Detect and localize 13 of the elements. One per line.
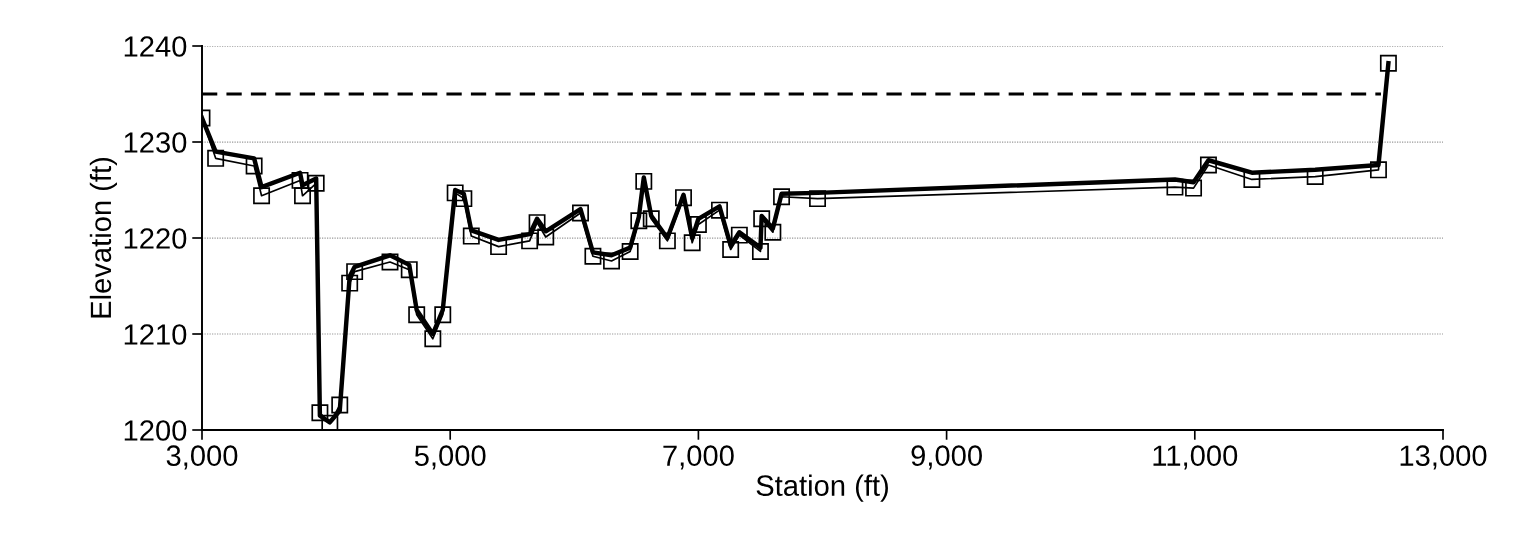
y-tick-label: 1210	[124, 324, 187, 345]
x-tick-label: 13,000	[1400, 445, 1487, 470]
x-axis-title: Station (ft)	[756, 474, 888, 502]
x-tick-label: 3,000	[166, 445, 238, 470]
x-tick-label: 5,000	[414, 445, 486, 470]
y-tick-label: 1200	[124, 420, 187, 441]
x-tick-label: 11,000	[1153, 445, 1238, 470]
x-tick-label: 9,000	[911, 445, 982, 470]
y-tick-label: 1230	[124, 132, 187, 153]
y-axis-title: Elevation (ft)	[89, 157, 117, 318]
y-tick-label: 1220	[124, 228, 187, 249]
x-tick-label: 7,000	[663, 445, 734, 470]
y-tick-label: 1240	[124, 36, 187, 57]
